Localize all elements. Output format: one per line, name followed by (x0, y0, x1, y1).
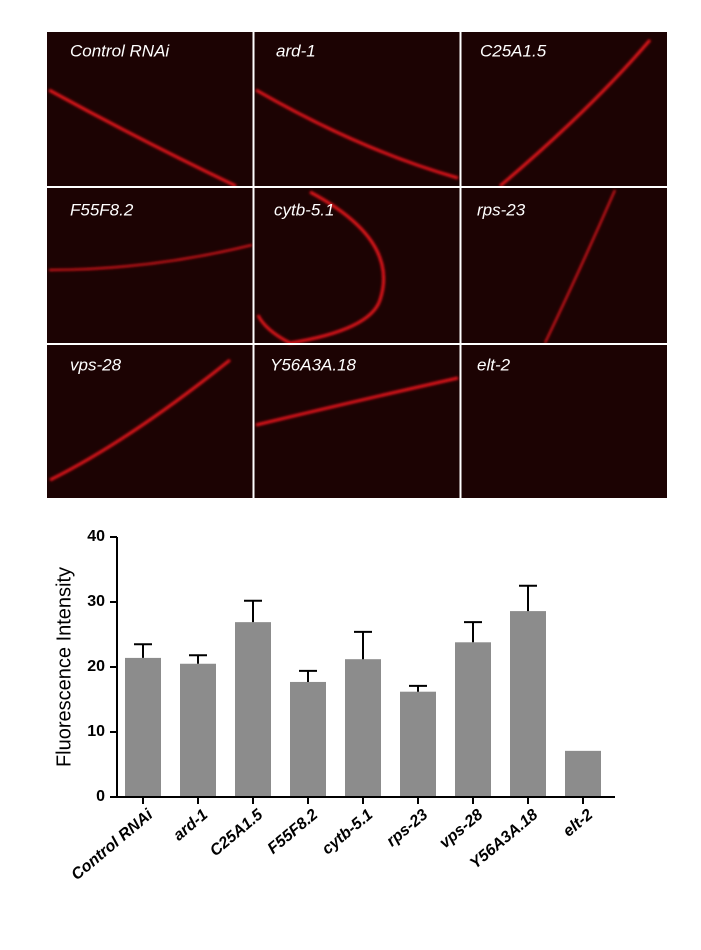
error-bar (244, 599, 262, 623)
panel-label: rps-23 (477, 200, 526, 219)
y-tick-label: 20 (87, 658, 105, 675)
panel-label: Control RNAi (70, 41, 170, 60)
micrograph-grid: Control RNAi ard-1 C25A1.5 F55F8.2 cytb-… (47, 32, 667, 498)
x-tick-label: elt-2 (560, 806, 596, 840)
error-bar (134, 643, 152, 658)
error-bar (464, 621, 482, 643)
x-tick-label: cytb-5.1 (319, 806, 376, 858)
y-tick-label: 0 (96, 788, 105, 805)
worm (544, 189, 616, 344)
error-bar (409, 684, 427, 692)
panel-label: Y56A3A.18 (270, 355, 357, 374)
bar (125, 657, 161, 797)
x-tick-label: ard-1 (170, 806, 211, 844)
x-tick-label: C25A1.5 (207, 806, 267, 860)
bar (565, 750, 601, 797)
panel-label: F55F8.2 (70, 200, 134, 219)
bar (180, 663, 216, 797)
error-bar (189, 654, 207, 664)
panel-label: elt-2 (477, 355, 511, 374)
bar (455, 642, 491, 797)
bar-chart: Fluorescence Intensity 0 10 20 30 40 Control … (53, 528, 615, 884)
x-tick-label: F55F8.2 (265, 806, 322, 857)
bar (290, 681, 326, 797)
error-bar (299, 669, 317, 682)
bar (345, 659, 381, 797)
panel-label: vps-28 (70, 355, 122, 374)
y-tick-label: 30 (87, 593, 105, 610)
bar (510, 611, 546, 797)
worm (255, 376, 459, 427)
bar (235, 622, 271, 797)
y-tick-label: 40 (87, 528, 105, 545)
worm (499, 39, 652, 188)
worm (48, 244, 253, 271)
error-bar (354, 630, 372, 660)
worm (256, 190, 386, 345)
panel-label: ard-1 (276, 41, 316, 60)
panel-label: cytb-5.1 (274, 200, 334, 219)
worm (255, 88, 459, 180)
worm (48, 88, 237, 188)
bar (400, 691, 436, 797)
y-axis-label: Fluorescence Intensity (53, 567, 75, 767)
error-bar (519, 584, 537, 612)
grid-separators (47, 32, 667, 498)
x-tick-label: Control RNAi (68, 806, 156, 884)
panel-label: C25A1.5 (480, 41, 547, 60)
x-tick-label: rps-23 (384, 806, 432, 850)
y-tick-label: 10 (87, 723, 105, 740)
worm (49, 358, 231, 482)
x-tick-label: vps-28 (437, 806, 487, 852)
